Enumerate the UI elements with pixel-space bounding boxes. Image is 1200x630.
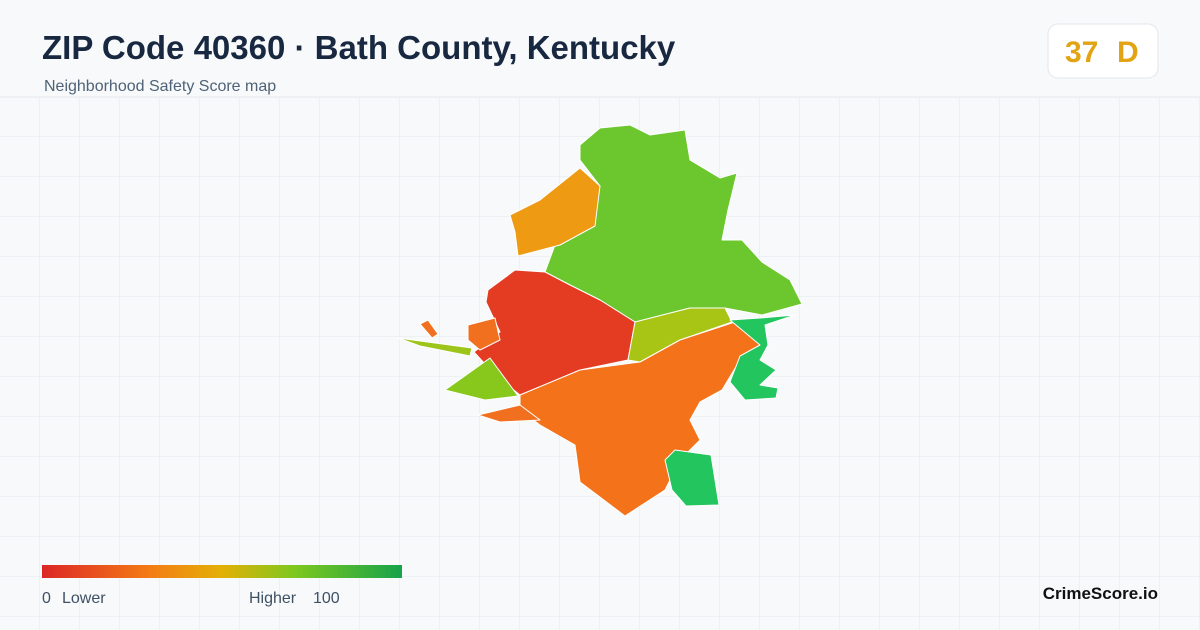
score-badge (1047, 23, 1159, 79)
brand: CrimeScore.io (1043, 584, 1158, 603)
legend-max: 100 (313, 590, 340, 607)
map-region (477, 404, 541, 423)
map-region (467, 317, 501, 351)
legend-min-label: Lower (62, 590, 106, 607)
map-region (509, 167, 601, 257)
map (397, 124, 803, 517)
legend-scale (42, 565, 402, 578)
legend-min: 0 (42, 590, 51, 607)
legend-max-label: Higher (249, 590, 297, 607)
map-region (544, 124, 803, 323)
map-region (397, 337, 473, 357)
page-title: ZIP Code 40360 · Bath County, Kentucky (42, 29, 676, 66)
map-region (519, 321, 761, 517)
map-region (419, 319, 439, 339)
page-subtitle: Neighborhood Safety Score map (44, 78, 276, 95)
map-region (729, 314, 796, 401)
score-value: 37 (1065, 36, 1098, 69)
map-region (664, 449, 720, 507)
map-region (444, 357, 519, 401)
score-grade: D (1117, 36, 1139, 69)
